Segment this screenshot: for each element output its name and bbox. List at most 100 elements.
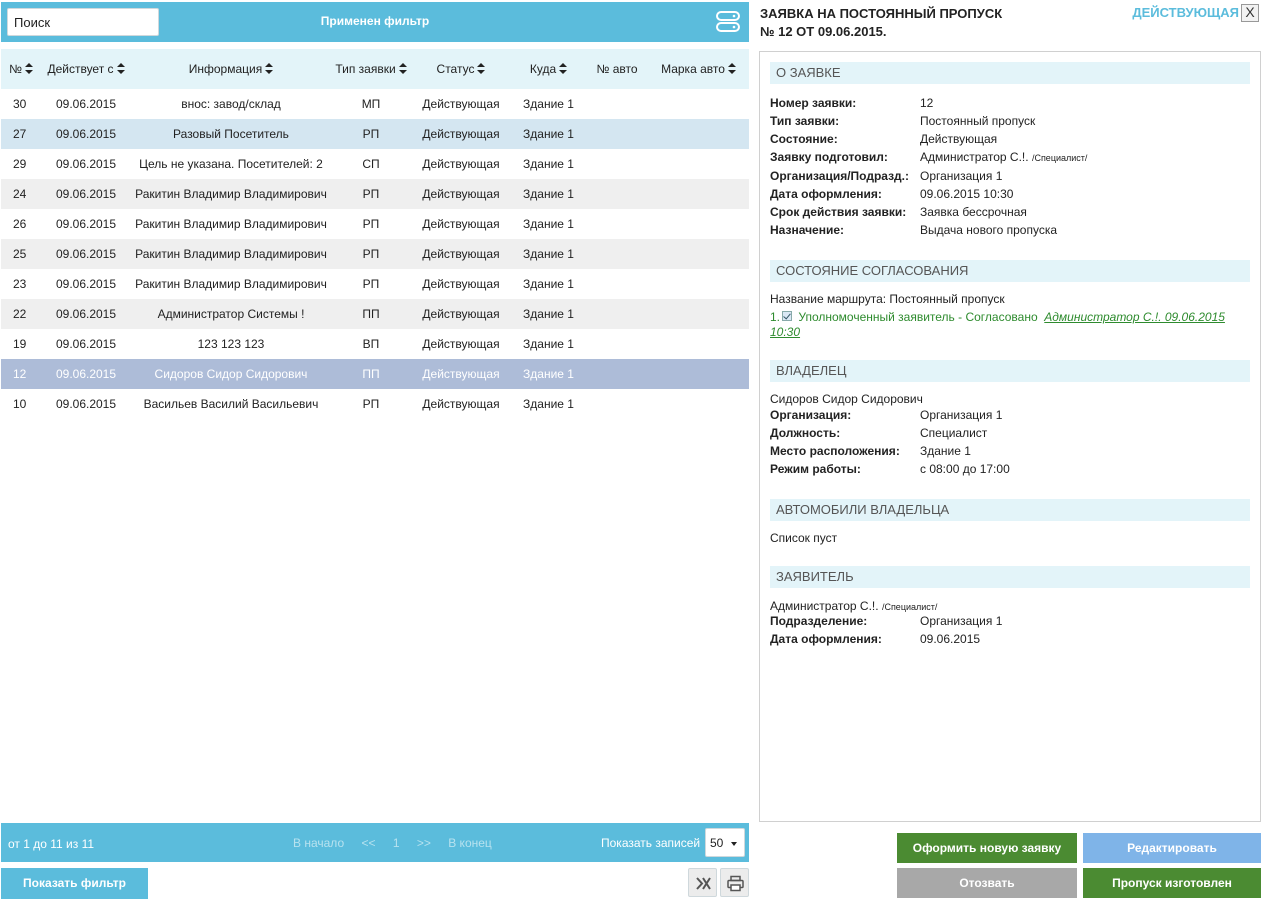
table-row[interactable]: 25 09.06.2015 Ракитин Владимир Владимирови… [1,239,749,269]
field-row: Тип заявки: Постоянный пропуск [770,114,1036,128]
sort-icon [265,63,274,74]
field-row: Дата оформления: 09.06.2015 [770,632,981,646]
cell-car-brand [648,269,749,299]
pager-first-link[interactable]: В начало [293,836,345,850]
cars-empty-text: Список пуст [770,531,838,545]
about-fields: Номер заявки: 12 Тип заявки: Постоянный пр… [770,94,1087,239]
cell-valid-from: 09.06.2015 [41,299,131,329]
cell-info: Ракитин Владимир Владимирович [131,239,331,269]
cell-car-number [586,89,648,119]
list-toolbar: Применен фильтр [1,2,749,42]
cell-status: Действующая [411,119,511,149]
column-header-type[interactable]: Тип заявки [331,49,411,89]
show-filter-button[interactable]: Показать фильтр [1,868,148,899]
field-row: Должность: Специалист [770,426,988,440]
table-row[interactable]: 27 09.06.2015 Разовый Посетитель РП Действую… [1,119,749,149]
field-row: Номер заявки: 12 [770,96,934,110]
section-header-applicant: ЗАЯВИТЕЛЬ [770,566,1250,588]
table-row[interactable]: 26 09.06.2015 Ракитин Владимир Владимирови… [1,209,749,239]
column-header-valid-from[interactable]: Действует с [41,49,131,89]
table-row[interactable]: 29 09.06.2015 Цель не указана. Посетителей… [1,149,749,179]
cell-car-number [586,239,648,269]
cell-destination: Здание 1 [523,217,574,231]
pager-prev-link[interactable]: << [361,836,376,850]
requests-table: № Действует с Информация Тип заявки Стат… [1,49,749,419]
cell-status: Действующая [411,179,511,209]
cell-valid-from: 09.06.2015 [55,157,117,171]
approver-link[interactable]: Администратор С.!. 09.06.2015 10:30 [770,310,1225,339]
page-size-select[interactable]: 50 [705,828,745,857]
cell-car-number [586,179,648,209]
pager-next-link[interactable]: >> [416,836,431,850]
cell-type: МП [361,97,381,111]
cell-valid-from: 09.06.2015 [55,217,117,231]
cell-type: РП [331,239,411,269]
cell-valid-from: 09.06.2015 [41,359,131,389]
table-row[interactable]: 24 09.06.2015 Ракитин Владимир Владимирови… [1,179,749,209]
field-row: Дата оформления: 09.06.2015 10:30 [770,187,1014,201]
cell-valid-from: 09.06.2015 [41,239,131,269]
cell-destination: Здание 1 [511,359,586,389]
column-header-destination[interactable]: Куда [511,49,586,89]
column-header-number[interactable]: № [1,49,41,89]
cell-status: Действующая [422,397,500,411]
cell-valid-from: 09.06.2015 [55,397,117,411]
search-input[interactable] [7,8,159,36]
column-header-car-number[interactable]: № авто [586,49,648,89]
cell-destination: Здание 1 [523,157,574,171]
cell-valid-from: 09.06.2015 [41,179,131,209]
pager-page-link[interactable]: 1 [392,836,400,850]
table-row[interactable]: 12 09.06.2015 Сидоров Сидор Сидорович ПП Дей… [1,359,749,389]
cell-destination: Здание 1 [523,337,574,351]
column-header-car-brand[interactable]: Марка авто [648,49,749,89]
table-row[interactable]: 30 09.06.2015 внос: завод/склад МП Действующ… [1,89,749,119]
column-header-status[interactable]: Статус [411,49,511,89]
database-icon[interactable] [715,10,741,34]
cell-status: Действующая [422,217,500,231]
cell-car-brand [648,329,749,359]
cell-car-brand [648,389,749,419]
cell-info: Ракитин Владимир Владимирович [135,217,327,231]
cell-car-brand [648,179,749,209]
column-header-info[interactable]: Информация [131,49,331,89]
table-row[interactable]: 19 09.06.2015 123 123 123 ВП Действующая Здан… [1,329,749,359]
table-row[interactable]: 10 09.06.2015 Васильев Василий Васильевич Р… [1,389,749,419]
cell-car-number [586,389,648,419]
pass-made-button[interactable]: Пропуск изготовлен [1083,868,1261,898]
table-row[interactable]: 23 09.06.2015 Ракитин Владимир Владимирови… [1,269,749,299]
cell-number: 19 [13,337,27,351]
page-size-value: 50 [710,836,724,850]
cell-car-brand [648,89,749,119]
pager-last-link[interactable]: В конец [448,836,492,850]
cell-type: ВП [362,337,380,351]
cell-info: Ракитин Владимир Владимирович [131,179,331,209]
detail-title-line1: ЗАЯВКА НА ПОСТОЯННЫЙ ПРОПУСК [760,6,1003,21]
cell-status: Действующая [422,157,500,171]
cell-car-number [586,329,648,359]
excel-icon [696,877,711,890]
owner-name: Сидоров Сидор Сидорович [770,392,923,406]
print-button[interactable] [720,868,749,897]
field-row: Состояние: Действующая [770,132,998,146]
cell-valid-from: 09.06.2015 [41,119,131,149]
cell-type: РП [331,179,411,209]
cell-car-brand [648,299,749,329]
close-icon[interactable]: X [1241,4,1259,22]
cell-destination: Здание 1 [511,239,586,269]
excel-export-button[interactable] [688,868,717,897]
field-row: Подразделение: Организация 1 [770,614,1003,628]
requests-table-container: № Действует с Информация Тип заявки Стат… [1,49,749,419]
new-request-button[interactable]: Оформить новую заявку [897,833,1077,863]
field-row: Место расположения: Здание 1 [770,444,971,458]
edit-button[interactable]: Редактировать [1083,833,1261,863]
sort-icon [559,63,568,74]
sort-icon [727,63,736,74]
cell-car-number [586,359,648,389]
page-size-label: Показать записей [601,836,701,850]
cell-car-number [586,269,648,299]
table-row[interactable]: 22 09.06.2015 Администратор Системы ! ПП Дей… [1,299,749,329]
cell-destination: Здание 1 [511,119,586,149]
cell-type: СП [362,157,380,171]
revoke-button[interactable]: Отозвать [897,868,1077,898]
cell-number: 29 [13,157,27,171]
